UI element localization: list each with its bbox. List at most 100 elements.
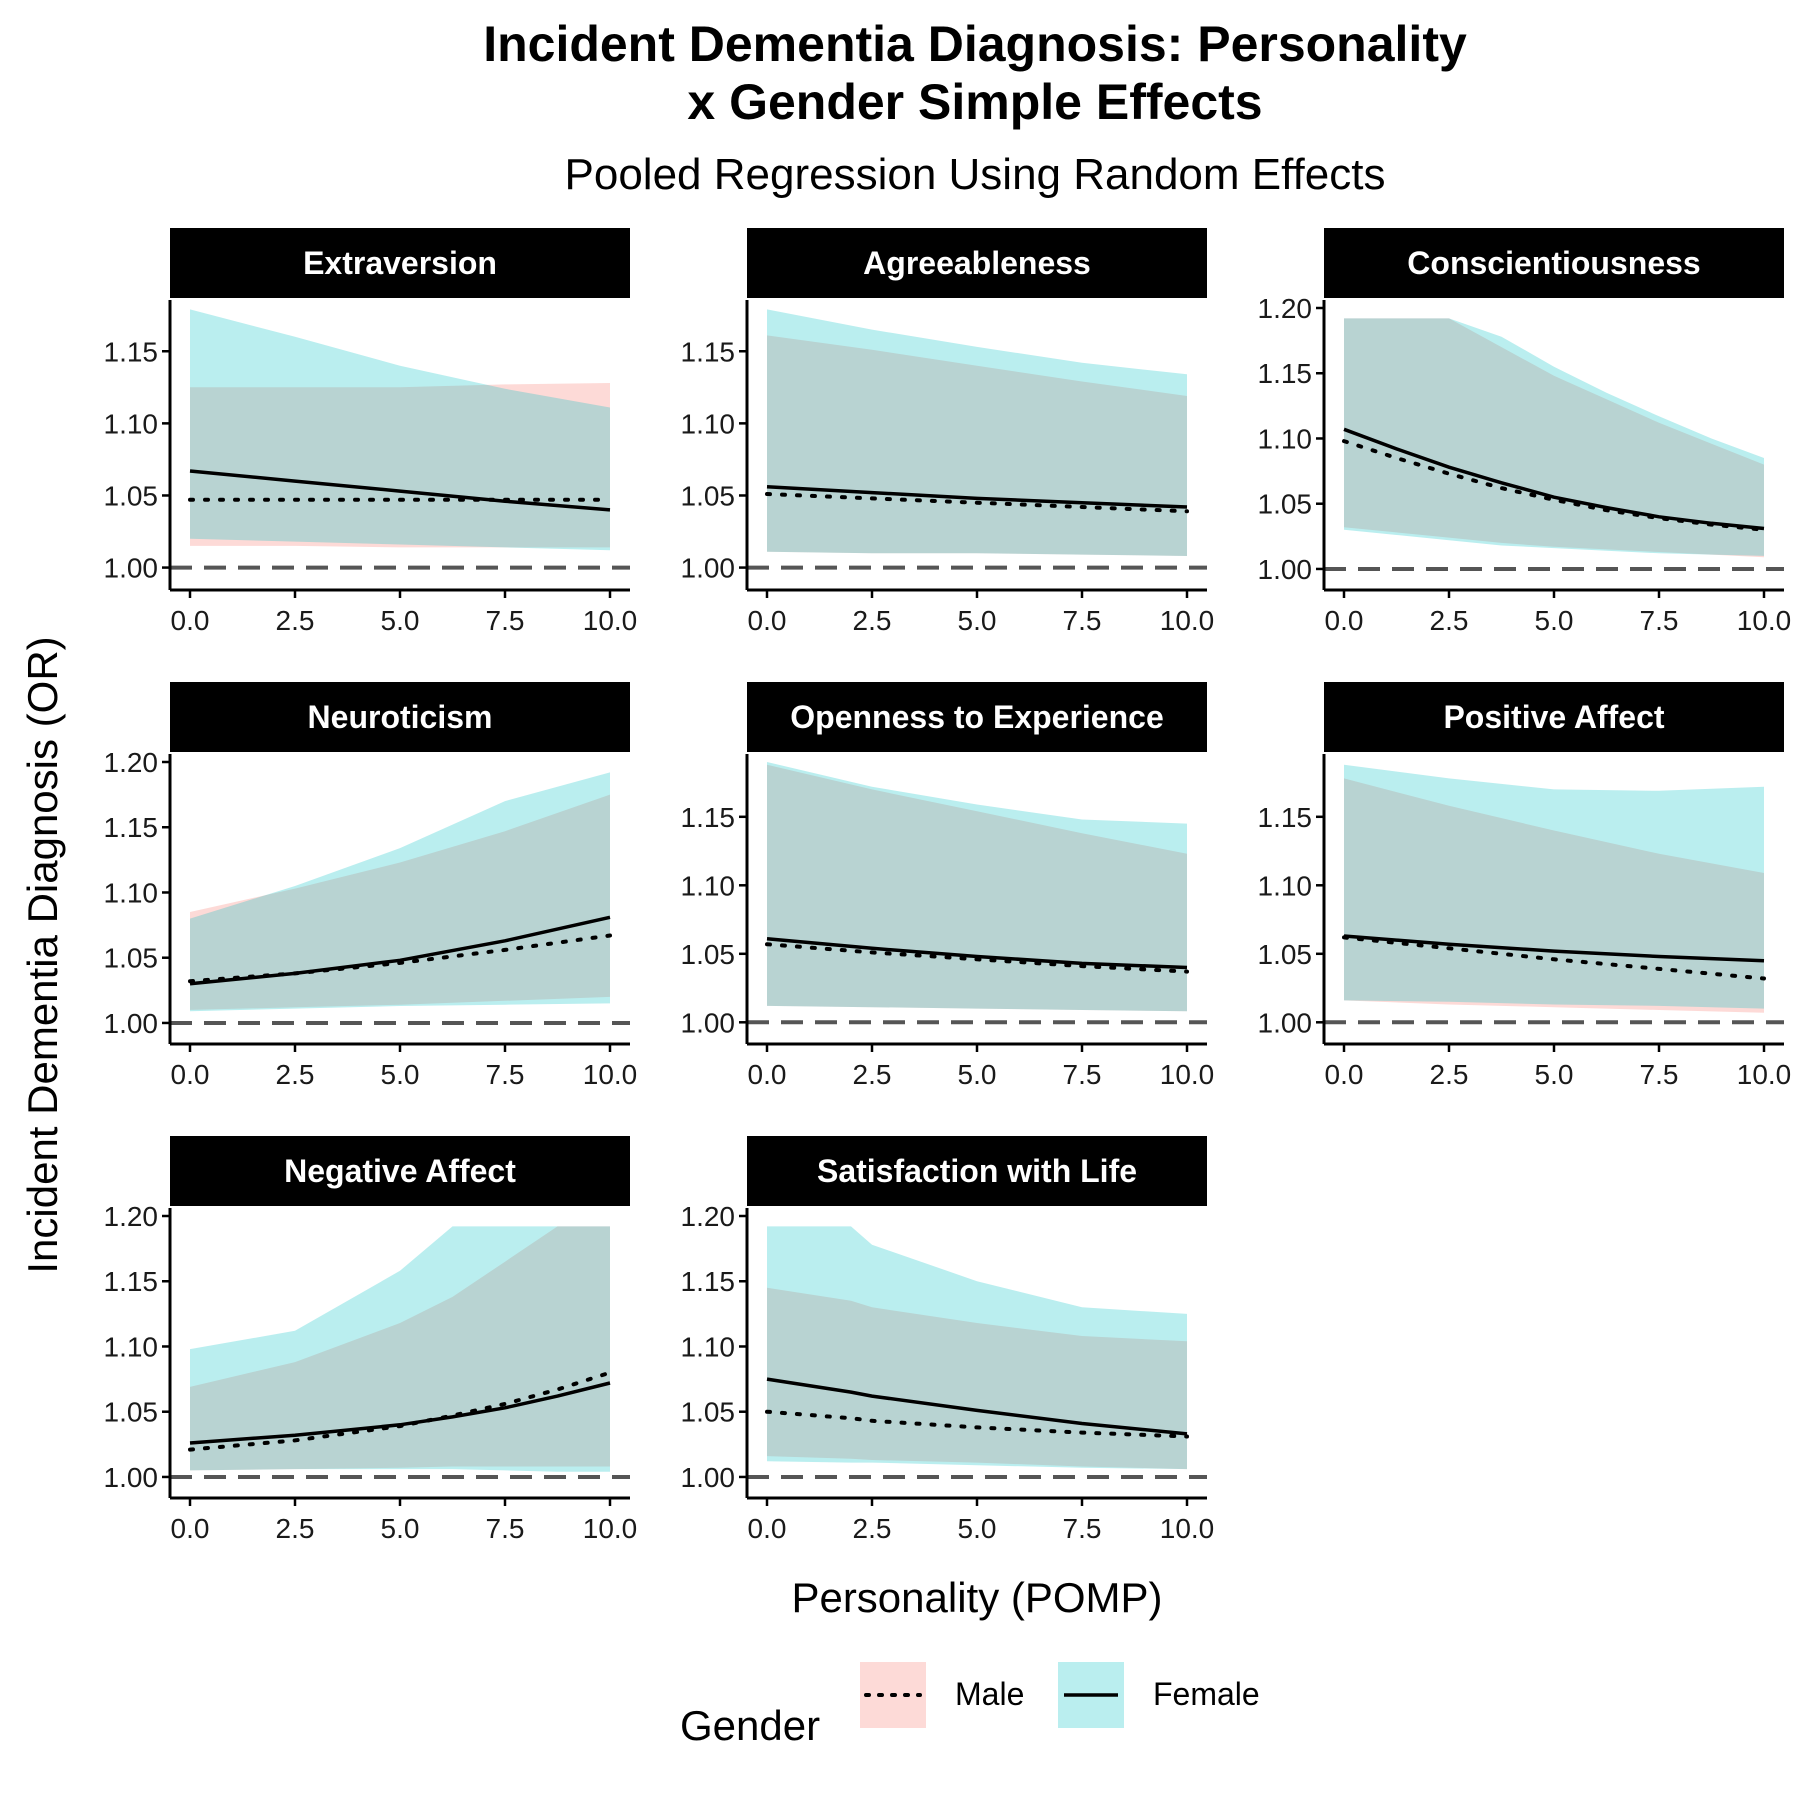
facet-strip-extraversion <box>170 228 630 298</box>
y-tick-label-satisfaction-with-life: 1.20 <box>681 1201 736 1232</box>
x-tick-label-negative-affect: 2.5 <box>276 1513 315 1544</box>
x-tick-label-openness-to-experience: 10.0 <box>1160 1059 1215 1090</box>
x-tick-label-openness-to-experience: 2.5 <box>853 1059 892 1090</box>
male-ci-ribbon-extraversion <box>190 383 610 548</box>
facet-strip-satisfaction-with-life <box>747 1136 1207 1206</box>
x-tick-label-agreeableness: 10.0 <box>1160 605 1215 636</box>
x-tick-label-satisfaction-with-life: 0.0 <box>748 1513 787 1544</box>
y-tick-label-negative-affect: 1.10 <box>104 1331 159 1362</box>
facet-label-openness-to-experience: Openness to Experience <box>790 699 1163 735</box>
y-tick-label-neuroticism: 1.15 <box>104 812 159 843</box>
female-estimate-line-extraversion <box>189 469 611 512</box>
y-tick-label-positive-affect: 1.15 <box>1258 802 1313 833</box>
x-tick-label-agreeableness: 2.5 <box>853 605 892 636</box>
x-tick-label-extraversion: 10.0 <box>583 605 638 636</box>
x-tick-label-neuroticism: 7.5 <box>486 1059 525 1090</box>
female-estimate-line-conscientiousness <box>1343 427 1765 531</box>
y-tick-label-neuroticism: 1.10 <box>104 877 159 908</box>
y-tick-label-negative-affect: 1.20 <box>104 1201 159 1232</box>
y-tick-label-agreeableness: 1.05 <box>681 480 736 511</box>
y-tick-label-positive-affect: 1.10 <box>1258 870 1313 901</box>
facet-strip-negative-affect <box>170 1136 630 1206</box>
x-tick-label-satisfaction-with-life: 7.5 <box>1063 1513 1102 1544</box>
y-tick-label-conscientiousness: 1.00 <box>1258 554 1313 585</box>
male-estimate-line-positive-affect <box>1342 935 1766 981</box>
legend-title: Gender <box>680 1702 820 1749</box>
male-estimate-line-negative-affect <box>188 1370 612 1452</box>
female-ci-ribbon-openness-to-experience <box>767 762 1187 1012</box>
y-tick-label-extraversion: 1.10 <box>104 408 159 439</box>
facet-label-satisfaction-with-life: Satisfaction with Life <box>817 1153 1137 1189</box>
x-tick-label-conscientiousness: 5.0 <box>1535 605 1574 636</box>
x-tick-label-openness-to-experience: 0.0 <box>748 1059 787 1090</box>
x-tick-label-extraversion: 5.0 <box>381 605 420 636</box>
facet-label-extraversion: Extraversion <box>303 245 497 281</box>
legend-label-female: Female <box>1153 1676 1260 1712</box>
male-ci-ribbon-neuroticism <box>190 794 610 1010</box>
y-tick-label-openness-to-experience: 1.05 <box>681 939 736 970</box>
y-tick-label-neuroticism: 1.20 <box>104 747 159 778</box>
y-tick-label-agreeableness: 1.00 <box>681 553 736 584</box>
y-tick-label-satisfaction-with-life: 1.15 <box>681 1266 736 1297</box>
facet-strip-positive-affect <box>1324 682 1784 752</box>
x-tick-label-positive-affect: 10.0 <box>1737 1059 1792 1090</box>
female-ci-ribbon-negative-affect <box>190 1226 610 1472</box>
female-ci-ribbon-conscientiousness <box>1344 318 1764 556</box>
chart-subtitle: Pooled Regression Using Random Effects <box>564 150 1386 199</box>
y-tick-label-openness-to-experience: 1.15 <box>681 802 736 833</box>
x-tick-label-extraversion: 0.0 <box>171 605 210 636</box>
x-tick-label-neuroticism: 2.5 <box>276 1059 315 1090</box>
facet-label-agreeableness: Agreeableness <box>863 245 1091 281</box>
x-tick-label-extraversion: 7.5 <box>486 605 525 636</box>
y-tick-label-satisfaction-with-life: 1.05 <box>681 1397 736 1428</box>
x-tick-label-agreeableness: 7.5 <box>1063 605 1102 636</box>
y-tick-label-neuroticism: 1.05 <box>104 943 159 974</box>
facet-label-negative-affect: Negative Affect <box>284 1153 516 1189</box>
y-tick-label-satisfaction-with-life: 1.00 <box>681 1462 736 1493</box>
y-tick-label-satisfaction-with-life: 1.10 <box>681 1331 736 1362</box>
x-tick-label-openness-to-experience: 5.0 <box>958 1059 997 1090</box>
chart-title-line-1: Incident Dementia Diagnosis: Personality <box>483 16 1467 72</box>
y-tick-label-extraversion: 1.15 <box>104 336 159 367</box>
y-tick-label-agreeableness: 1.15 <box>681 336 736 367</box>
y-tick-label-extraversion: 1.05 <box>104 480 159 511</box>
male-estimate-line-neuroticism <box>188 933 612 984</box>
x-tick-label-neuroticism: 0.0 <box>171 1059 210 1090</box>
x-tick-label-negative-affect: 5.0 <box>381 1513 420 1544</box>
x-tick-label-openness-to-experience: 7.5 <box>1063 1059 1102 1090</box>
y-tick-label-neuroticism: 1.00 <box>104 1008 159 1039</box>
x-tick-label-neuroticism: 5.0 <box>381 1059 420 1090</box>
male-ci-ribbon-positive-affect <box>1344 778 1764 1013</box>
x-tick-label-negative-affect: 7.5 <box>486 1513 525 1544</box>
x-tick-label-agreeableness: 0.0 <box>748 605 787 636</box>
x-tick-label-neuroticism: 10.0 <box>583 1059 638 1090</box>
y-tick-label-negative-affect: 1.00 <box>104 1462 159 1493</box>
x-axis-title: Personality (POMP) <box>791 1574 1162 1621</box>
y-tick-label-positive-affect: 1.00 <box>1258 1007 1313 1038</box>
x-tick-label-conscientiousness: 10.0 <box>1737 605 1792 636</box>
x-tick-label-satisfaction-with-life: 10.0 <box>1160 1513 1215 1544</box>
female-ci-ribbon-agreeableness <box>767 309 1187 556</box>
female-ci-ribbon-extraversion <box>190 309 610 551</box>
facet-label-neuroticism: Neuroticism <box>308 699 493 735</box>
chart-title-line-2: x Gender Simple Effects <box>687 74 1263 130</box>
male-ci-ribbon-conscientiousness <box>1344 318 1764 558</box>
facet-strip-agreeableness <box>747 228 1207 298</box>
x-tick-label-negative-affect: 10.0 <box>583 1513 638 1544</box>
female-ci-ribbon-satisfaction-with-life <box>767 1226 1187 1470</box>
x-tick-label-satisfaction-with-life: 5.0 <box>958 1513 997 1544</box>
female-estimate-line-agreeableness <box>766 485 1188 509</box>
x-tick-label-conscientiousness: 0.0 <box>1325 605 1364 636</box>
female-estimate-line-openness-to-experience <box>766 936 1188 970</box>
x-tick-label-positive-affect: 0.0 <box>1325 1059 1364 1090</box>
y-tick-label-extraversion: 1.00 <box>104 553 159 584</box>
y-axis-title: Incident Dementia Diagnosis (OR) <box>19 636 66 1273</box>
female-estimate-line-satisfaction-with-life <box>766 1377 1188 1436</box>
y-tick-label-conscientiousness: 1.20 <box>1258 293 1313 324</box>
y-tick-label-agreeableness: 1.10 <box>681 408 736 439</box>
x-tick-label-positive-affect: 2.5 <box>1430 1059 1469 1090</box>
male-ci-ribbon-agreeableness <box>767 335 1187 556</box>
female-estimate-line-positive-affect <box>1343 934 1765 963</box>
y-tick-label-openness-to-experience: 1.00 <box>681 1007 736 1038</box>
